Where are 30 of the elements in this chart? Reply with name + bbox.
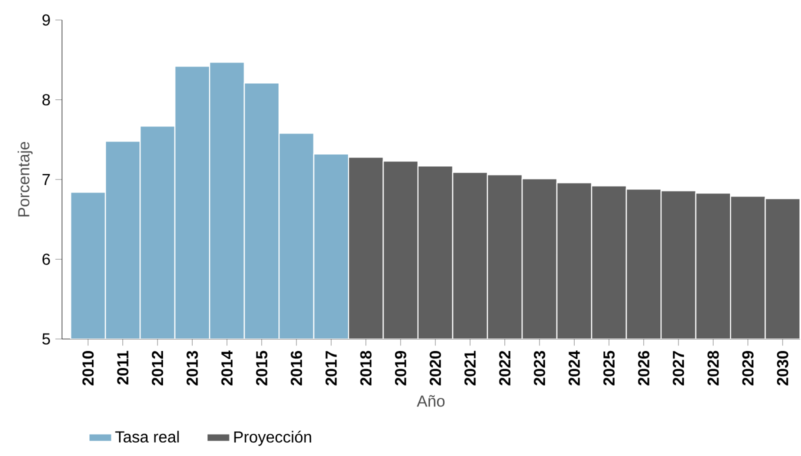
legend-label: Proyección xyxy=(234,430,312,446)
x-tick-label: 2014 xyxy=(221,350,233,386)
x-tick-label: 2018 xyxy=(360,350,372,386)
x-tick-label: 2012 xyxy=(152,351,164,386)
legend-label: Tasa real xyxy=(115,430,179,443)
x-tick-label: 2015 xyxy=(256,350,268,386)
x-tick-label: 2021 xyxy=(464,350,476,386)
x-tick-label: 2027 xyxy=(672,351,684,386)
x-tick-label: 2028 xyxy=(708,350,719,386)
y-tick-label: 9 xyxy=(42,14,50,26)
x-axis-title: Año xyxy=(416,395,445,407)
y-tick-label: 7 xyxy=(42,174,50,185)
x-tick-label: 2024 xyxy=(568,350,580,386)
x-tick-label: 2010 xyxy=(82,351,94,386)
x-tick-label: 2011 xyxy=(117,350,128,385)
x-tick-label: 2016 xyxy=(290,350,302,386)
x-tick-label: 2022 xyxy=(499,351,510,386)
y-axis-title: Porcentaje xyxy=(18,142,33,216)
x-tick-label: 2019 xyxy=(394,350,406,386)
y-tick-label: 8 xyxy=(42,94,50,106)
x-tick-label: 2017 xyxy=(325,351,337,386)
x-tick-label: 2023 xyxy=(534,350,546,386)
x-tick-label: 2030 xyxy=(776,351,788,386)
y-tick-label: 5 xyxy=(42,333,50,345)
x-tick-label: 2029 xyxy=(742,350,754,386)
x-tick-label: 2020 xyxy=(430,351,441,386)
y-tick-label: 6 xyxy=(42,254,50,265)
x-tick-label: 2013 xyxy=(186,350,198,386)
x-tick-label: 2025 xyxy=(603,350,615,386)
x-tick-label: 2026 xyxy=(638,350,650,386)
